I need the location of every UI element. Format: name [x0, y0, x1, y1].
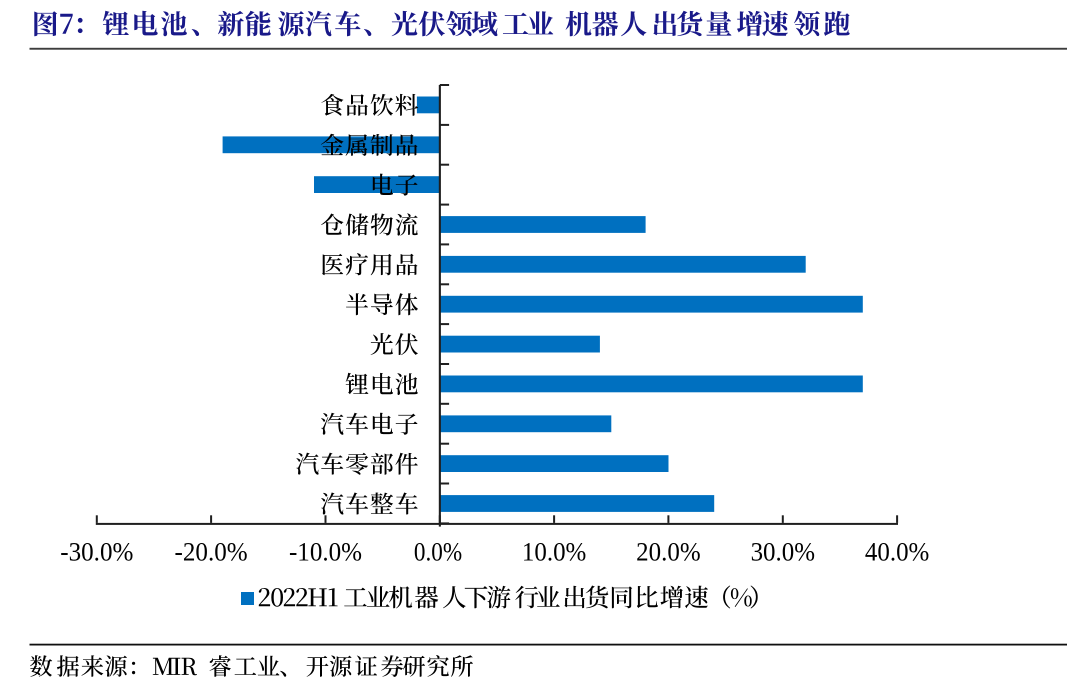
svg-text:40.0%: 40.0% — [865, 537, 929, 567]
svg-text:0.0%: 0.0% — [414, 538, 462, 567]
svg-text:-20.0%: -20.0% — [175, 537, 248, 567]
svg-text:30.0%: 30.0% — [751, 537, 815, 567]
svg-text:-30.0%: -30.0% — [60, 537, 133, 567]
svg-text:-10.0%: -10.0% — [289, 537, 362, 567]
svg-text:20.0%: 20.0% — [636, 537, 700, 567]
svg-text:10.0%: 10.0% — [522, 537, 586, 567]
